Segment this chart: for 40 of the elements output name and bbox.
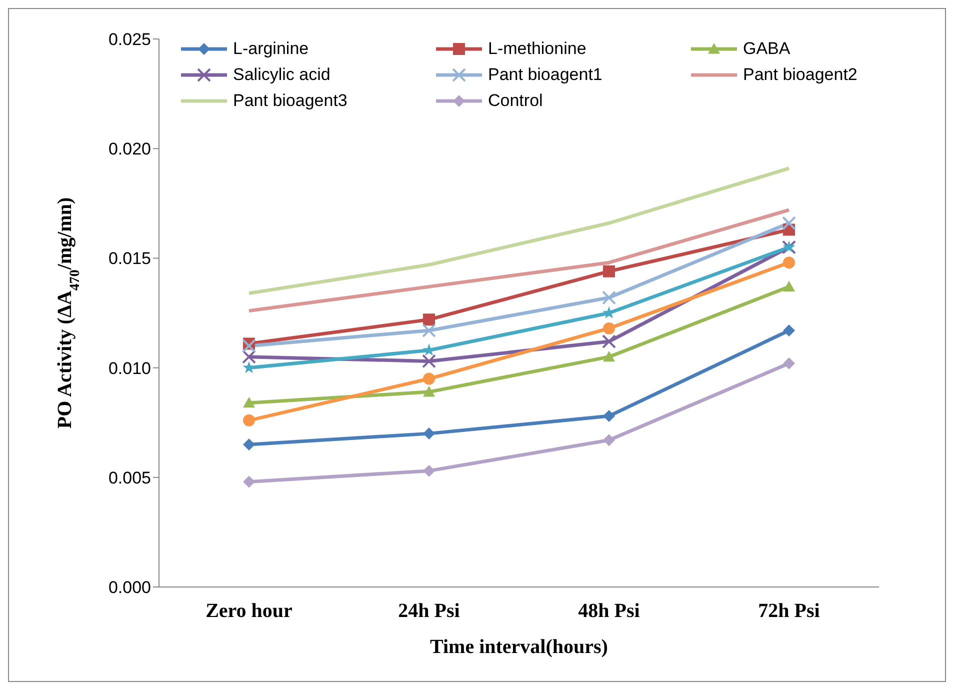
y-tick-label: 0.025 [108, 30, 151, 50]
point [243, 476, 255, 488]
point [423, 314, 435, 326]
y-tick-label: 0.020 [108, 140, 151, 159]
point [603, 410, 615, 422]
point [603, 322, 615, 334]
point [243, 438, 255, 451]
point [783, 280, 795, 292]
point [423, 428, 435, 440]
legend-label: L-methionine [488, 39, 586, 59]
y-tick-label: 0.000 [108, 578, 151, 598]
legend-label: Pant bioagent1 [488, 65, 602, 85]
legend-label: GABA [743, 39, 790, 59]
legend-label: L-arginine [233, 39, 309, 59]
legend-label: Pant bioagent2 [743, 65, 858, 85]
point [603, 350, 615, 362]
line-series [247, 208, 791, 313]
x-axis-title: Time interval(hours) [430, 636, 608, 658]
point [783, 256, 795, 269]
y-tick-label: 0.015 [108, 249, 151, 268]
y-tick-label: 0.005 [108, 468, 151, 488]
legend-label: Control [488, 91, 543, 111]
y-tick-label: 0.010 [108, 358, 151, 378]
point [603, 434, 615, 446]
point [783, 357, 795, 370]
point [243, 396, 255, 408]
x-tick-label: 48h Psi [578, 600, 640, 622]
point [603, 265, 615, 278]
point [242, 361, 256, 374]
point [783, 324, 795, 337]
x-tick-label: Zero hour [206, 600, 293, 622]
point [423, 386, 435, 397]
x-tick-label: 24h Psi [398, 600, 460, 622]
legend-label: Pant bioagent3 [233, 91, 348, 111]
x-tick-label: 72h Psi [758, 600, 820, 622]
point [243, 414, 255, 426]
line-series [247, 166, 791, 296]
point [423, 372, 435, 385]
legend-label: Salicylic acid [233, 65, 330, 85]
point [423, 464, 435, 477]
